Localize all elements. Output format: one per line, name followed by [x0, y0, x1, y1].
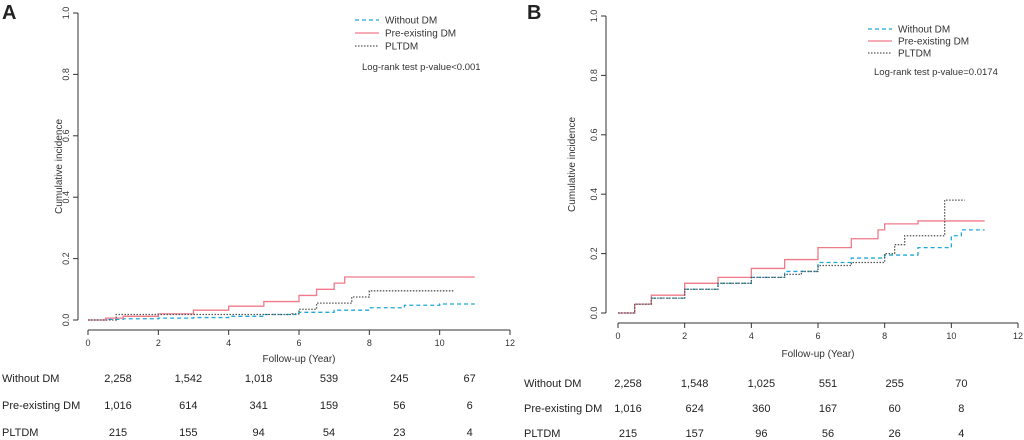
risk-row-label-b: PLTDM: [524, 428, 561, 440]
annotation-b: Log-rank test p-value=0.0174: [874, 67, 998, 78]
series-line-b-0: [618, 229, 985, 314]
risk-cell-b: 167: [818, 403, 838, 415]
legend-label-b-0: Without DM: [898, 25, 950, 36]
x-tick-label-a: 0: [85, 338, 90, 348]
series-line-b-1: [618, 220, 985, 314]
risk-cell-a: 155: [179, 427, 198, 439]
annotation-a: Log-rank test p-value<0.001: [362, 62, 481, 73]
y-tick-label-a: 0.0: [61, 314, 71, 327]
risk-cell-b: 8: [958, 403, 965, 415]
risk-cell-a: 245: [390, 373, 409, 385]
risk-cell-a: 1,542: [174, 373, 203, 385]
risk-row-label-a: Without DM: [2, 373, 60, 385]
risk-cell-a: 1,016: [104, 400, 132, 412]
risk-cell-a: 159: [319, 400, 339, 412]
risk-cell-a: 6: [466, 400, 473, 412]
risk-cell-a: 2,258: [104, 373, 132, 385]
y-tick-label-b: 1.0: [589, 10, 599, 23]
x-tick-label-b: 8: [882, 331, 887, 341]
risk-cell-b: 2,258: [614, 378, 642, 390]
risk-cell-b: 60: [888, 403, 901, 415]
legend-label-a-0: Without DM: [385, 16, 437, 27]
x-axis-label-a: Follow-up (Year): [263, 354, 336, 365]
risk-cell-a: 23: [393, 427, 406, 439]
risk-cell-b: 70: [955, 378, 968, 390]
panel-letter-a: A: [2, 2, 17, 24]
risk-cell-b: 1,025: [747, 378, 776, 390]
x-tick-label-a: 6: [296, 338, 301, 348]
legend-label-b-1: Pre-existing DM: [898, 37, 969, 48]
y-tick-label-b: 0.0: [589, 307, 599, 320]
y-tick-label-a: 0.4: [61, 191, 71, 204]
y-tick-label-b: 0.2: [589, 247, 599, 260]
x-tick-label-a: 12: [505, 338, 515, 348]
x-tick-label-a: 4: [226, 338, 231, 348]
risk-cell-b: 26: [888, 428, 901, 440]
risk-cell-a: 4: [466, 427, 473, 439]
x-axis-label-b: Follow-up (Year): [782, 349, 855, 360]
series-line-a-1: [88, 276, 475, 321]
risk-cell-b: 551: [818, 378, 838, 390]
risk-row-label-b: Pre-existing DM: [524, 403, 603, 415]
risk-cell-a: 341: [249, 400, 268, 412]
y-axis-label-a: Cumulative incidence: [54, 119, 65, 214]
legend-label-a-1: Pre-existing DM: [385, 29, 456, 40]
risk-cell-a: 539: [319, 373, 339, 385]
risk-cell-b: 360: [752, 403, 771, 415]
risk-cell-b: 624: [685, 403, 704, 415]
risk-cell-a: 614: [179, 400, 198, 412]
y-tick-label-a: 0.2: [61, 252, 71, 265]
series-line-a-2: [88, 290, 454, 321]
x-tick-label-b: 6: [815, 331, 820, 341]
y-axis-label-b: Cumulative incidence: [567, 117, 578, 212]
risk-cell-b: 1,016: [614, 403, 642, 415]
x-tick-label-b: 0: [615, 331, 620, 341]
y-tick-label-a: 0.6: [61, 130, 71, 143]
risk-cell-a: 67: [463, 373, 476, 385]
panel-letter-b: B: [527, 2, 542, 24]
risk-row-label-a: PLTDM: [2, 427, 39, 439]
risk-row-label-b: Without DM: [524, 378, 582, 390]
x-tick-label-a: 2: [156, 338, 161, 348]
risk-cell-b: 4: [958, 428, 965, 440]
risk-row-label-a: Pre-existing DM: [2, 400, 81, 412]
risk-cell-a: 215: [108, 427, 128, 439]
series-line-a-0: [88, 303, 475, 321]
legend-label-b-2: PLTDM: [898, 49, 931, 60]
x-tick-label-b: 12: [1013, 331, 1023, 341]
x-tick-label-b: 4: [749, 331, 754, 341]
y-tick-label-b: 0.4: [589, 188, 599, 201]
x-tick-label-b: 10: [946, 331, 956, 341]
y-tick-label-b: 0.8: [589, 69, 599, 82]
risk-cell-b: 215: [618, 428, 638, 440]
legend-label-a-2: PLTDM: [385, 42, 418, 53]
risk-cell-a: 94: [252, 427, 265, 439]
x-tick-label-a: 8: [367, 338, 372, 348]
x-tick-label-a: 10: [435, 338, 445, 348]
series-line-b-2: [618, 199, 965, 314]
y-tick-label-a: 0.8: [61, 68, 71, 81]
y-tick-label-a: 1.0: [61, 7, 71, 20]
risk-cell-b: 56: [821, 428, 835, 440]
x-tick-label-b: 2: [682, 331, 687, 341]
risk-cell-a: 56: [393, 400, 406, 412]
risk-cell-a: 54: [322, 427, 336, 439]
risk-cell-b: 255: [885, 378, 904, 390]
risk-cell-b: 157: [685, 428, 704, 440]
risk-cell-b: 1,548: [680, 378, 709, 390]
risk-cell-b: 96: [755, 428, 768, 440]
y-tick-label-b: 0.6: [589, 129, 599, 142]
risk-cell-a: 1,018: [244, 373, 273, 385]
